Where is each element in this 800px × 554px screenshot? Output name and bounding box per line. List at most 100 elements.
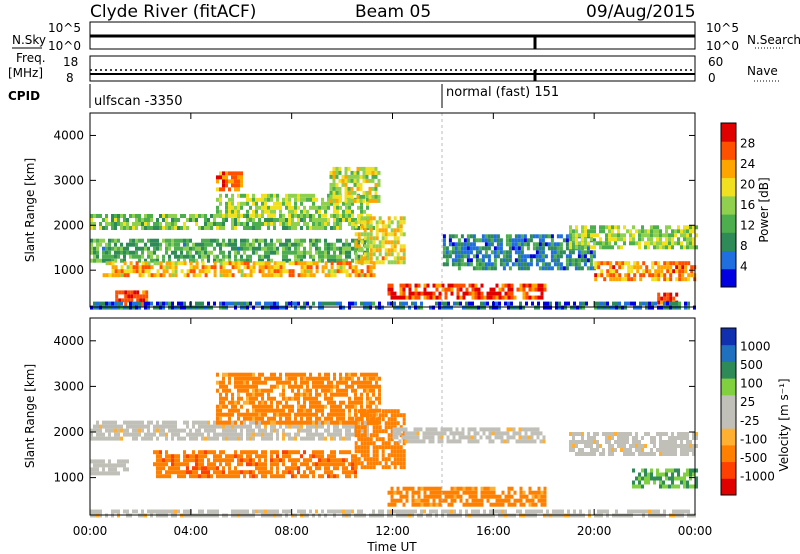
x-tick-label: 08:00 <box>274 524 309 538</box>
colorbar-swatch <box>721 123 736 142</box>
y-tick-label: 4000 <box>53 128 84 142</box>
data-band <box>387 283 547 300</box>
colorbar-tick-label: -1000 <box>740 469 775 483</box>
freq-right-label: Nave <box>747 64 778 78</box>
data-band <box>216 171 243 192</box>
colorbar-swatch <box>721 428 736 446</box>
cpid-program-1: ulfscan -3350 <box>94 94 182 109</box>
velocity-panel: 1000 2000 3000 4000 Slant Range [km] 1000 50… <box>23 317 791 518</box>
noise-strip: N.Sky 10^5 10^0 10^5 10^0 N.Search <box>12 21 800 53</box>
x-tick-label: 00:00 <box>678 524 713 538</box>
colorbar-frame <box>720 122 737 288</box>
data-band <box>632 468 698 489</box>
time-axis: 00:00 04:00 08:00 12:00 16:00 20:00 00:00 <box>73 113 713 538</box>
data-band <box>392 427 546 444</box>
colorbar-swatch <box>721 214 736 233</box>
colorbar-tick-label: 28 <box>740 137 755 151</box>
data-band <box>90 301 696 310</box>
colorbar-tick-label: 500 <box>740 358 763 372</box>
time-axis-label: Time UT <box>366 540 417 554</box>
colorbar-swatch <box>721 444 736 463</box>
data-band <box>594 261 697 282</box>
velocity-ylabel: Slant Range [km] <box>23 364 37 468</box>
colorbar-swatch <box>721 159 736 179</box>
data-band <box>90 238 369 263</box>
x-tick-label: 00:00 <box>73 524 108 538</box>
data-band <box>569 432 698 456</box>
colorbar-swatch <box>721 411 736 429</box>
x-tick-label: 20:00 <box>577 524 612 538</box>
noise-left-label: N.Sky <box>12 33 46 47</box>
colorbar-swatch <box>721 141 736 160</box>
colorbar-swatch <box>721 461 736 479</box>
y-tick-label: 2000 <box>53 218 84 232</box>
colorbar-swatch <box>721 378 736 396</box>
colorbar-tick-label: 25 <box>740 395 755 409</box>
data-band <box>153 450 357 479</box>
colorbar-tick-label: 1000 <box>740 340 771 354</box>
freq-right-tick-top: 60 <box>708 55 723 69</box>
data-band <box>387 486 547 507</box>
colorbar-tick-label: 4 <box>740 260 748 274</box>
colorbar-swatch <box>721 394 736 412</box>
y-tick-label: 4000 <box>53 334 84 348</box>
colorbar-swatch <box>721 250 736 270</box>
x-tick-label: 16:00 <box>476 524 511 538</box>
colorbar-swatch <box>721 344 736 362</box>
y-tick-label: 2000 <box>53 425 84 439</box>
colorbar-swatch <box>721 268 736 288</box>
y-tick-label: 3000 <box>53 173 84 187</box>
date-title: 09/Aug/2015 <box>586 2 696 22</box>
noise-right-label: N.Search <box>747 33 800 47</box>
y-tick-label: 1000 <box>53 263 84 277</box>
noise-right-tick-bottom: 10^0 <box>706 39 739 53</box>
station-title: Clyde River (fitACF) <box>90 2 256 22</box>
noise-left-tick-top: 10^5 <box>48 21 81 35</box>
colorbar-tick-label: 20 <box>740 178 755 192</box>
data-band <box>442 234 596 271</box>
colorbar-tick-label: 16 <box>740 198 755 212</box>
freq-left-label-2: [MHz] <box>8 66 43 80</box>
colorbar-tick-label: 8 <box>740 239 748 253</box>
freq-left-tick-bottom: 8 <box>66 71 74 85</box>
data-band <box>569 225 698 250</box>
cpid-strip: CPID ulfscan -3350 normal (fast) 151 <box>8 84 559 109</box>
data-band <box>329 166 381 203</box>
noise-right-tick-top: 10^5 <box>706 21 739 35</box>
power-colorbar-label: Power [dB] <box>757 177 771 242</box>
velocity-colorbar-label: Velocity [m s⁻¹] <box>777 378 791 471</box>
colorbar-tick-label: -100 <box>740 432 767 446</box>
colorbar-frame <box>720 327 737 496</box>
frequency-strip: Freq. [MHz] 18 8 60 0 Nave <box>8 51 780 85</box>
y-tick-label: 3000 <box>53 379 84 393</box>
colorbar-tick-label: 100 <box>740 377 763 391</box>
colorbar-swatch <box>721 177 736 197</box>
velocity-data-layer <box>90 372 698 518</box>
x-tick-label: 12:00 <box>375 524 410 538</box>
colorbar-tick-label: -500 <box>740 451 767 465</box>
colorbar-swatch <box>721 232 736 251</box>
data-band <box>90 459 129 476</box>
noise-left-tick-bottom: 10^0 <box>48 39 81 53</box>
colorbar-tick-label: 12 <box>740 219 755 233</box>
power-ylabel: Slant Range [km] <box>23 158 37 262</box>
colorbar-swatch <box>721 328 736 346</box>
power-data-layer <box>90 166 698 310</box>
cpid-program-2: normal (fast) 151 <box>446 85 559 100</box>
colorbar-swatch <box>721 361 736 379</box>
colorbar-tick-label: -25 <box>740 414 760 428</box>
beam-title: Beam 05 <box>355 2 431 22</box>
power-panel: 1000 2000 3000 4000 Slant Range [km] 28 24 20… <box>23 112 771 310</box>
freq-right-tick-bottom: 0 <box>708 71 716 85</box>
data-band <box>216 372 381 425</box>
y-tick-label: 1000 <box>53 471 84 485</box>
colorbar-swatch <box>721 478 736 496</box>
colorbar-tick-label: 24 <box>740 157 755 171</box>
colorbar-swatch <box>721 195 736 215</box>
data-band <box>354 216 406 265</box>
freq-left-tick-top: 18 <box>63 55 78 69</box>
freq-left-label-1: Freq. <box>16 51 46 65</box>
x-tick-label: 04:00 <box>174 524 209 538</box>
data-band <box>102 261 376 278</box>
